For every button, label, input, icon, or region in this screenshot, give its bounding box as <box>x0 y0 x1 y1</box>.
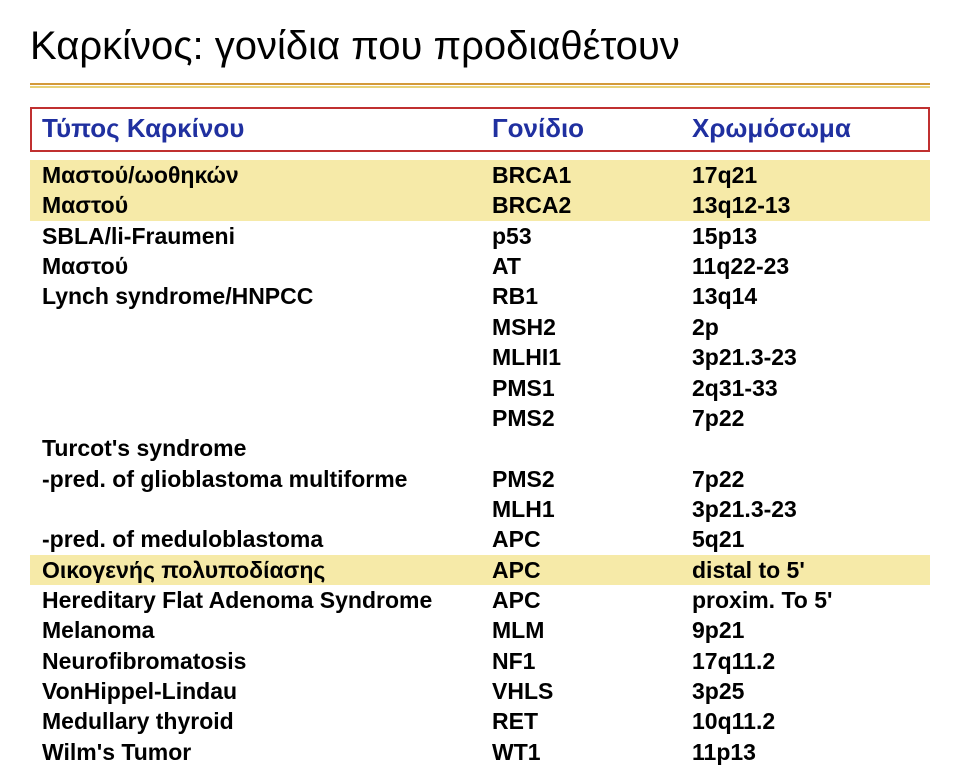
cell-chromosome: 2q31-33 <box>692 373 920 403</box>
cell-chromosome: 11q22-23 <box>692 251 920 281</box>
cell-chromosome: 7p22 <box>692 464 920 494</box>
table-row: Μαστού BRCA2 13q12-13 <box>30 190 930 220</box>
cell-type <box>42 373 482 403</box>
table-row: PMS1 2q31-33 <box>42 373 920 403</box>
cell-chromosome: 9p21 <box>692 615 920 645</box>
cell-gene: APC <box>492 524 682 554</box>
cell-chromosome: 11p13 <box>692 737 920 767</box>
cell-type: Lynch syndrome/HNPCC <box>42 281 482 311</box>
table-row: Melanoma MLM 9p21 <box>42 615 920 645</box>
table-row: Medullary thyroid RET 10q11.2 <box>42 706 920 736</box>
cell-gene: NF1 <box>492 646 682 676</box>
cell-chromosome: 10q11.2 <box>692 706 920 736</box>
cell-chromosome: 13q14 <box>692 281 920 311</box>
cell-type: Μαστού <box>42 190 482 220</box>
cell-type: SBLA/li-Fraumeni <box>42 221 482 251</box>
title-row: Καρκίνος: γονίδια που προδιαθέτουν <box>30 24 930 75</box>
cell-gene: MLHI1 <box>492 342 682 372</box>
cell-type <box>42 494 482 524</box>
cell-type: Turcot's syndrome <box>42 433 482 463</box>
table-row: VonHippel-Lindau VHLS 3p25 <box>42 676 920 706</box>
cell-gene <box>492 433 682 463</box>
table-row: SBLA/li-Fraumeni p53 15p13 <box>42 221 920 251</box>
title-underline <box>30 83 930 89</box>
cell-gene: MSH2 <box>492 312 682 342</box>
cell-type: Hereditary Flat Adenoma Syndrome <box>42 585 482 615</box>
table-row: Μαστού/ωοθηκών BRCA1 17q21 <box>30 160 930 190</box>
header-col-chrom: Χρωμόσωμα <box>692 113 918 144</box>
table-row: Lynch syndrome/HNPCC RB1 13q14 <box>42 281 920 311</box>
cell-chromosome: 3p21.3-23 <box>692 342 920 372</box>
cell-type: -pred. of glioblastoma multiforme <box>42 464 482 494</box>
cell-chromosome: 7p22 <box>692 403 920 433</box>
cell-type: Οικογενής πολυποδίασης <box>42 555 482 585</box>
table-row: Neurofibromatosis NF1 17q11.2 <box>42 646 920 676</box>
table-row: Wilm's Tumor WT1 11p13 <box>42 737 920 767</box>
cell-chromosome: 17q11.2 <box>692 646 920 676</box>
cell-chromosome: distal to 5' <box>692 555 920 585</box>
header-col-gene: Γονίδιο <box>492 113 682 144</box>
cell-type: Melanoma <box>42 615 482 645</box>
cell-chromosome: 5q21 <box>692 524 920 554</box>
cell-gene: BRCA2 <box>492 190 682 220</box>
cell-type: -pred. of meduloblastoma <box>42 524 482 554</box>
underline-top <box>30 83 930 85</box>
table-row: Οικογενής πολυποδίασης APC distal to 5' <box>30 555 930 585</box>
cell-type: Medullary thyroid <box>42 706 482 736</box>
cell-gene: AT <box>492 251 682 281</box>
cell-gene: p53 <box>492 221 682 251</box>
table-header-band: Τύπος Καρκίνου Γονίδιο Χρωμόσωμα <box>30 107 930 152</box>
cell-gene: APC <box>492 555 682 585</box>
cell-chromosome: 15p13 <box>692 221 920 251</box>
cell-gene: RB1 <box>492 281 682 311</box>
table-row: PMS2 7p22 <box>42 403 920 433</box>
underline-bottom <box>30 86 930 88</box>
table-row: Hereditary Flat Adenoma Syndrome APC proxi… <box>42 585 920 615</box>
cell-chromosome <box>692 433 920 463</box>
table-row: -pred. of meduloblastoma APC 5q21 <box>42 524 920 554</box>
cell-gene: PMS2 <box>492 403 682 433</box>
slide-title: Καρκίνος: γονίδια που προδιαθέτουν <box>30 24 930 75</box>
table-row: Μαστού AT 11q22-23 <box>42 251 920 281</box>
table-row: MLH1 3p21.3-23 <box>42 494 920 524</box>
cell-gene: WT1 <box>492 737 682 767</box>
table-header-row: Τύπος Καρκίνου Γονίδιο Χρωμόσωμα <box>42 113 918 144</box>
cell-type: Wilm's Tumor <box>42 737 482 767</box>
cell-chromosome: 3p21.3-23 <box>692 494 920 524</box>
cell-chromosome: 2p <box>692 312 920 342</box>
table-row: MLHI1 3p21.3-23 <box>42 342 920 372</box>
cell-gene: APC <box>492 585 682 615</box>
cell-gene: RET <box>492 706 682 736</box>
cell-type <box>42 312 482 342</box>
slide: Καρκίνος: γονίδια που προδιαθέτουν Τύπος… <box>0 0 960 733</box>
cell-gene: MLM <box>492 615 682 645</box>
table-body: Μαστού/ωοθηκών BRCA1 17q21 Μαστού BRCA2 13q12… <box>30 158 930 767</box>
table-row: -pred. of glioblastoma multiforme PMS2 7p2… <box>42 464 920 494</box>
cell-type <box>42 342 482 372</box>
cell-gene: PMS2 <box>492 464 682 494</box>
cell-chromosome: 3p25 <box>692 676 920 706</box>
cell-gene: MLH1 <box>492 494 682 524</box>
cell-chromosome: 17q21 <box>692 160 920 190</box>
cell-chromosome: proxim. To 5' <box>692 585 920 615</box>
cell-type: Μαστού <box>42 251 482 281</box>
header-col-type: Τύπος Καρκίνου <box>42 113 482 144</box>
cell-gene: BRCA1 <box>492 160 682 190</box>
cell-type: VonHippel-Lindau <box>42 676 482 706</box>
cell-type <box>42 403 482 433</box>
cell-type: Μαστού/ωοθηκών <box>42 160 482 190</box>
cell-type: Neurofibromatosis <box>42 646 482 676</box>
cell-chromosome: 13q12-13 <box>692 190 920 220</box>
cell-gene: PMS1 <box>492 373 682 403</box>
cell-gene: VHLS <box>492 676 682 706</box>
table-row: MSH2 2p <box>42 312 920 342</box>
table-row: Turcot's syndrome <box>42 433 920 463</box>
